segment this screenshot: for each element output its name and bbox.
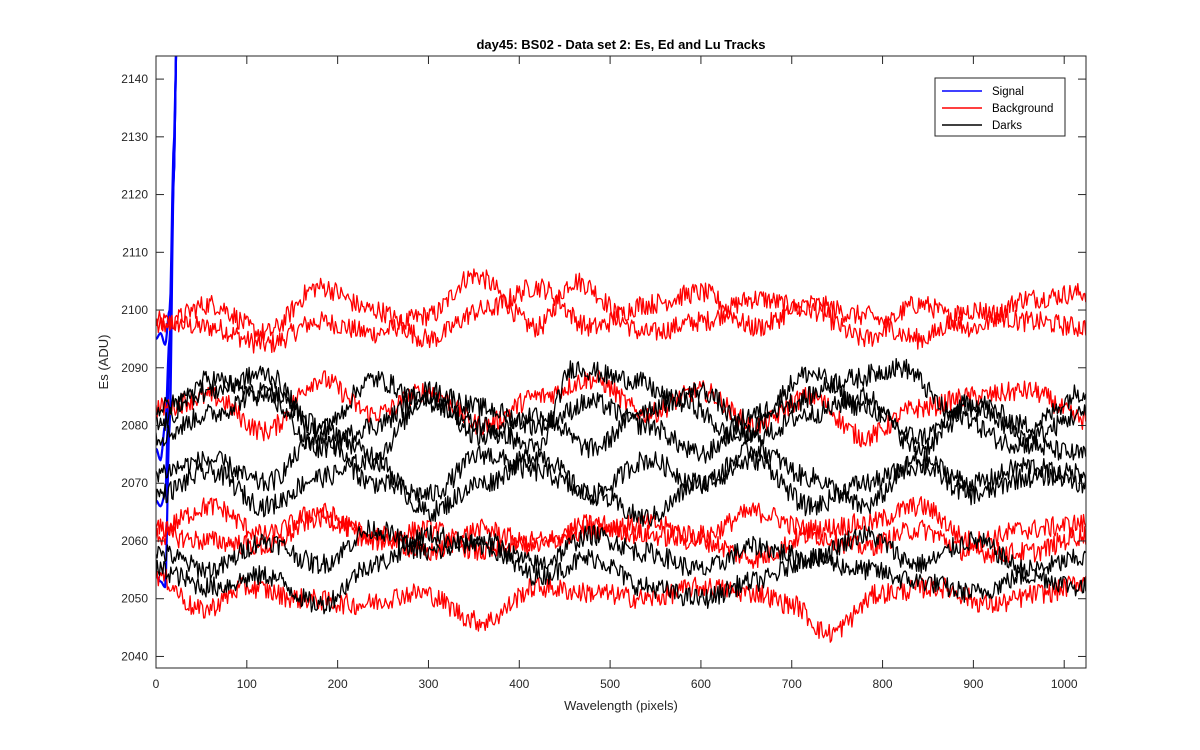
series-line-background-5 bbox=[156, 277, 1086, 350]
y-tick-label: 2110 bbox=[122, 245, 148, 259]
series-line-darks-12 bbox=[156, 381, 1086, 465]
legend: Signal Background Darks bbox=[934, 77, 1066, 137]
y-tick-label: 2050 bbox=[121, 592, 148, 606]
series-line-background-9 bbox=[156, 567, 1086, 643]
series-line-darks-15 bbox=[156, 519, 1086, 581]
legend-box bbox=[934, 77, 1066, 137]
axes-box bbox=[155, 55, 1087, 669]
series-line-darks-13 bbox=[156, 428, 1086, 515]
series-line-background-6 bbox=[156, 369, 1086, 448]
series-layer bbox=[156, 56, 1086, 643]
series-line-background-8 bbox=[156, 507, 1086, 569]
series-line-darks-14 bbox=[156, 449, 1086, 527]
x-axis: 0 100 200 300 400 500 600 700 800 900 1000 bbox=[153, 56, 1078, 691]
plot-area bbox=[156, 56, 1086, 668]
x-tick-label: 0 bbox=[153, 677, 160, 691]
y-axis: 2040 2050 2060 2070 2080 2090 2100 2110 2120 2130… bbox=[121, 72, 1086, 663]
y-tick-label: 2120 bbox=[121, 188, 148, 202]
y-tick-label: 2100 bbox=[121, 303, 148, 317]
x-tick-label: 1000 bbox=[1051, 677, 1078, 691]
x-tick-label: 400 bbox=[509, 677, 529, 691]
y-axis-label: Es (ADU) bbox=[96, 335, 111, 390]
series-line-background-4 bbox=[156, 268, 1086, 354]
y-tick-label: 2090 bbox=[121, 361, 148, 375]
y-tick-label: 2060 bbox=[121, 534, 148, 548]
y-tick-label: 2040 bbox=[121, 649, 148, 663]
legend-label-background: Background bbox=[992, 103, 1053, 115]
x-tick-label: 600 bbox=[691, 677, 711, 691]
legend-label-signal: Signal bbox=[992, 86, 1024, 98]
legend-label-darks: Darks bbox=[992, 120, 1022, 132]
x-axis-label: Wavelength (pixels) bbox=[564, 698, 678, 713]
x-tick-label: 800 bbox=[873, 677, 893, 691]
series-line-darks-10 bbox=[156, 357, 1086, 461]
y-tick-label: 2080 bbox=[121, 419, 148, 433]
x-tick-label: 500 bbox=[600, 677, 620, 691]
series-line-darks-16 bbox=[156, 524, 1086, 615]
y-tick-label: 2140 bbox=[121, 72, 148, 86]
x-tick-label: 700 bbox=[782, 677, 802, 691]
y-tick-label: 2130 bbox=[121, 130, 148, 144]
x-tick-label: 900 bbox=[963, 677, 983, 691]
x-tick-label: 200 bbox=[328, 677, 348, 691]
x-tick-label: 100 bbox=[237, 677, 257, 691]
x-tick-label: 300 bbox=[418, 677, 438, 691]
y-tick-label: 2070 bbox=[121, 476, 148, 490]
chart-title: day45: BS02 - Data set 2: Es, Ed and Lu … bbox=[476, 37, 765, 52]
